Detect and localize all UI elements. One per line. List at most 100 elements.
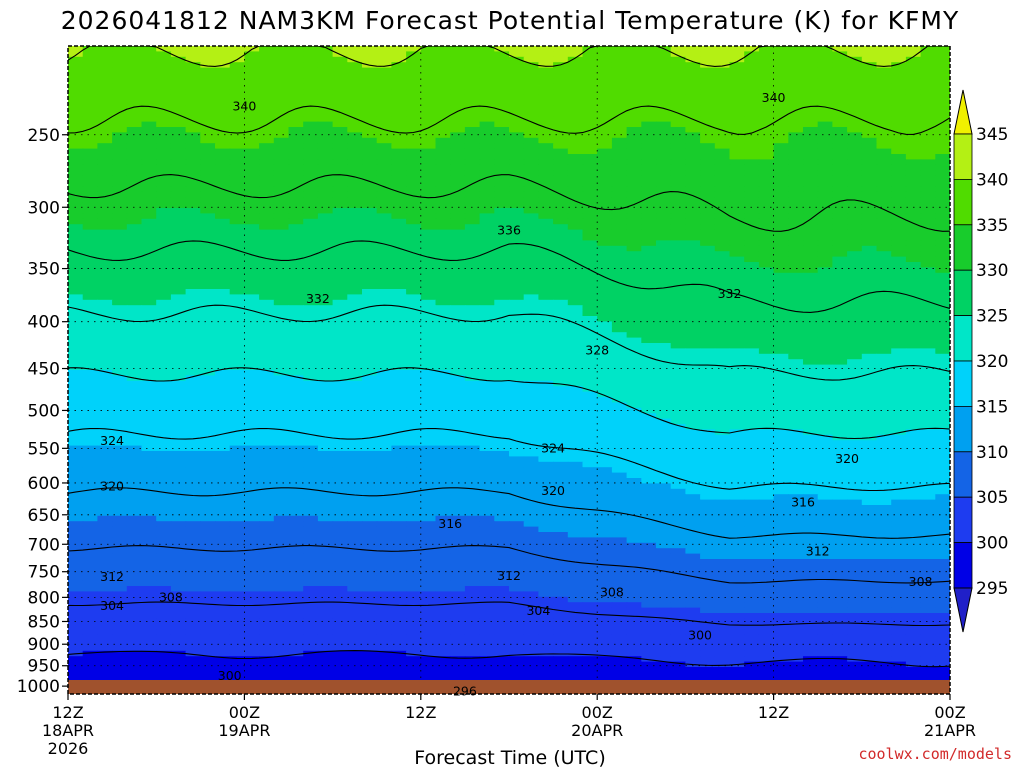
heatmap-cell	[112, 202, 128, 209]
heatmap-cell	[538, 488, 554, 495]
heatmap-cell	[538, 197, 554, 204]
heatmap-cell	[509, 191, 525, 198]
heatmap-cell	[420, 213, 437, 220]
heatmap-cell	[185, 78, 201, 85]
heatmap-cell	[391, 456, 407, 463]
heatmap-cell	[288, 456, 304, 463]
heatmap-cell	[773, 380, 789, 387]
heatmap-cell	[714, 478, 731, 484]
heatmap-cell	[464, 343, 481, 349]
heatmap-cell	[744, 397, 760, 403]
heatmap-cell	[582, 467, 598, 474]
heatmap-cell	[876, 89, 892, 96]
heatmap-cell	[126, 208, 143, 214]
heatmap-cell	[700, 445, 716, 452]
heatmap-cell	[200, 191, 216, 198]
heatmap-cell	[553, 94, 569, 101]
heatmap-cell	[82, 467, 98, 474]
heatmap-cell	[244, 364, 260, 371]
heatmap-cell	[611, 294, 628, 301]
heatmap-cell	[200, 478, 216, 484]
heatmap-cell	[538, 175, 554, 182]
heatmap-cell	[156, 116, 172, 123]
heatmap-cell	[817, 181, 833, 187]
heatmap-cell	[729, 94, 745, 101]
heatmap-cell	[832, 121, 848, 128]
heatmap-cell	[876, 375, 892, 382]
heatmap-cell	[68, 375, 84, 382]
heatmap-cell	[611, 424, 628, 430]
heatmap-cell	[126, 456, 143, 463]
heatmap-cell	[215, 143, 231, 150]
heatmap-cell	[847, 483, 863, 490]
heatmap-cell	[744, 461, 760, 468]
heatmap-cell	[244, 418, 260, 425]
heatmap-cell	[97, 170, 113, 177]
heatmap-cell	[788, 110, 804, 117]
heatmap-cell	[156, 105, 172, 112]
heatmap-cell	[229, 78, 245, 85]
heatmap-cell	[259, 224, 275, 231]
heatmap-cell	[332, 116, 348, 123]
heatmap-cell	[773, 186, 789, 193]
heatmap-cell	[156, 294, 172, 301]
heatmap-cell	[141, 100, 157, 106]
heatmap-cell	[126, 154, 143, 160]
heatmap-cell	[332, 310, 348, 317]
heatmap-cell	[832, 386, 848, 393]
heatmap-cell	[406, 137, 422, 144]
heatmap-cell	[126, 105, 143, 112]
heatmap-cell	[273, 251, 290, 258]
heatmap-cell	[773, 332, 789, 339]
heatmap-cell	[185, 132, 201, 139]
heatmap-cell	[788, 132, 804, 139]
heatmap-cell	[729, 364, 745, 371]
heatmap-cell	[362, 488, 378, 495]
heatmap-cell	[362, 164, 378, 171]
heatmap-cell	[332, 294, 348, 301]
heatmap-cell	[876, 380, 892, 387]
heatmap-cell	[832, 364, 848, 371]
heatmap-cell	[200, 224, 216, 231]
heatmap-cell	[317, 62, 334, 69]
heatmap-cell	[376, 191, 392, 198]
heatmap-cell	[714, 62, 731, 69]
heatmap-cell	[347, 127, 363, 133]
heatmap-cell	[126, 262, 143, 268]
heatmap-cell	[479, 337, 495, 344]
heatmap-cell	[832, 235, 848, 241]
heatmap-cell	[244, 137, 260, 144]
heatmap-cell	[156, 89, 172, 96]
heatmap-cell	[744, 100, 760, 106]
heatmap-cell	[420, 67, 437, 74]
heatmap-cell	[803, 278, 819, 285]
heatmap-cell	[259, 159, 275, 166]
heatmap-cell	[68, 251, 84, 258]
heatmap-cell	[700, 418, 716, 425]
heatmap-cell	[920, 272, 936, 279]
heatmap-cell	[141, 364, 157, 371]
heatmap-cell	[509, 224, 525, 231]
heatmap-cell	[141, 283, 157, 290]
heatmap-cell	[788, 283, 804, 290]
heatmap-cell	[523, 191, 539, 198]
heatmap-cell	[553, 51, 569, 58]
heatmap-cell	[244, 402, 260, 409]
heatmap-cell	[538, 424, 554, 430]
heatmap-cell	[773, 348, 789, 355]
heatmap-cell	[406, 127, 422, 133]
heatmap-cell	[435, 154, 451, 160]
heatmap-cell	[685, 262, 701, 268]
heatmap-cell	[303, 283, 319, 290]
heatmap-cell	[582, 440, 598, 447]
heatmap-cell	[229, 224, 245, 231]
heatmap-cell	[464, 154, 481, 160]
heatmap-cell	[68, 343, 84, 349]
heatmap-cell	[68, 181, 84, 187]
heatmap-cell	[832, 170, 848, 177]
heatmap-cell	[156, 456, 172, 463]
heatmap-cell	[788, 191, 804, 198]
heatmap-cell	[391, 434, 407, 441]
heatmap-cell	[758, 62, 775, 69]
heatmap-cell	[494, 267, 510, 274]
